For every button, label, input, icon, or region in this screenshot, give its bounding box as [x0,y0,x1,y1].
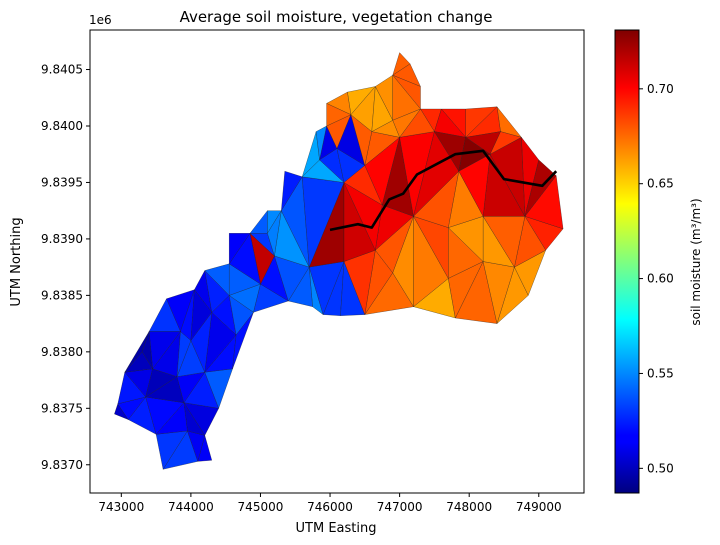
mesh-triangle [524,159,557,217]
colorbar [614,29,640,494]
y-tick-label: 9.8395 [41,175,83,189]
y-tick-label: 9.8390 [41,232,83,246]
y-axis-label: UTM Northing [9,217,24,306]
y-tick-label: 9.8400 [41,119,83,133]
x-tick-label: 748000 [446,500,492,514]
mesh-triangle [371,85,393,132]
x-axis-ticks: 743000 744000 745000 746000 747000 748000 7490… [98,493,562,514]
y-tick-label: 9.8405 [41,63,83,77]
mesh-triangle [155,402,188,435]
colorbar-tick-label: 0.60 [647,272,674,286]
colorbar-tick-label: 0.50 [647,461,674,475]
mesh-triangle [315,125,327,160]
mesh-triangle [190,289,213,342]
y-offset-label: 1e6 [89,13,112,27]
mesh-triangle [249,210,268,234]
stream-line [329,149,558,232]
mesh-triangle [267,210,282,256]
mesh-triangle [228,233,251,265]
x-tick-label: 744000 [168,500,214,514]
x-tick-label: 747000 [377,500,423,514]
colorbar-label: soil moisture (m³/m³) [689,198,703,325]
x-axis-label: UTM Easting [296,521,377,536]
y-tick-label: 9.8385 [41,288,83,302]
mesh-triangle [281,170,303,211]
mesh-triangle [343,165,383,206]
y-tick-label: 9.8370 [41,458,83,472]
axes-frame [89,29,585,494]
y-axis-ticks: 9.8370 9.8375 9.8380 9.8385 9.8390 9.8395 9.84… [41,63,90,472]
mesh-triangle [326,103,352,127]
x-tick-label: 746000 [307,500,353,514]
y-tick-label: 9.8380 [41,345,83,359]
x-tick-label: 743000 [98,500,144,514]
mesh-triangle [141,331,153,369]
colorbar-tick-label: 0.55 [647,366,674,380]
triangle-mesh [114,52,564,470]
colorbar-ticks: 0.50 0.55 0.60 0.65 0.70 [639,82,674,475]
x-tick-label: 749000 [516,500,562,514]
colorbar-tick-label: 0.65 [647,177,674,191]
y-tick-label: 9.8375 [41,401,83,415]
mesh-triangle [204,263,230,296]
chart-title: Average soil moisture, vegetation change [180,8,493,26]
colorbar-tick-label: 0.70 [647,82,674,96]
x-tick-label: 745000 [238,500,284,514]
